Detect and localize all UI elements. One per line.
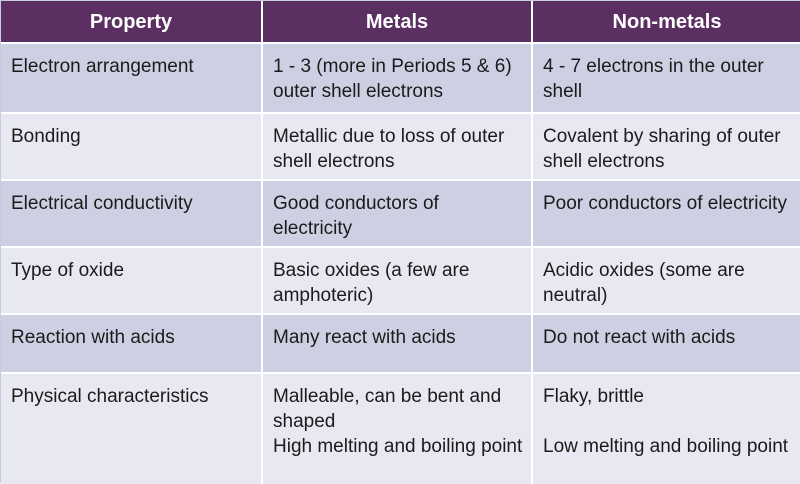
cell-metals: 1 - 3 (more in Periods 5 & 6) outer shel… — [263, 44, 533, 114]
cell-property: Physical characteristics — [1, 374, 263, 484]
cell-non-metals: Do not react with acids — [533, 315, 800, 374]
cell-property: Type of oxide — [1, 248, 263, 315]
cell-metals: Many react with acids — [263, 315, 533, 374]
header-property: Property — [1, 1, 263, 44]
cell-metals: Metallic due to loss of outer shell elec… — [263, 114, 533, 181]
cell-property: Electrical conductivity — [1, 181, 263, 248]
cell-metals: Malleable, can be bent and shaped High m… — [263, 374, 533, 484]
cell-property: Electron arrangement — [1, 44, 263, 114]
cell-non-metals: Covalent by sharing of outer shell elect… — [533, 114, 800, 181]
cell-metals: Basic oxides (a few are amphoteric) — [263, 248, 533, 315]
cell-non-metals: Poor conductors of electricity — [533, 181, 800, 248]
cell-property: Reaction with acids — [1, 315, 263, 374]
cell-non-metals: Acidic oxides (some are neutral) — [533, 248, 800, 315]
cell-non-metals: Flaky, brittle Low melting and boiling p… — [533, 374, 800, 484]
header-non-metals: Non-metals — [533, 1, 800, 44]
cell-metals: Good conductors of electricity — [263, 181, 533, 248]
cell-property: Bonding — [1, 114, 263, 181]
cell-non-metals: 4 - 7 electrons in the outer shell — [533, 44, 800, 114]
header-metals: Metals — [263, 1, 533, 44]
